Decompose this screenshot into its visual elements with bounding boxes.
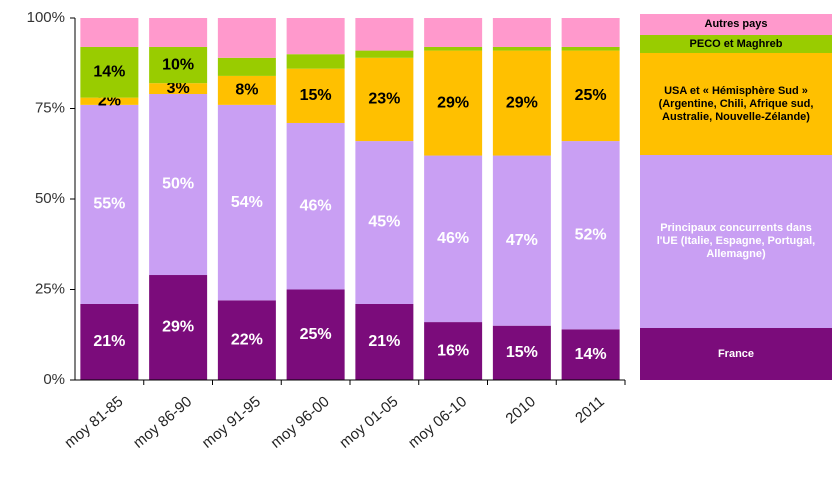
value-label: 10% (162, 56, 194, 73)
bar-segment (286, 289, 345, 380)
value-label: 15% (506, 344, 538, 361)
x-tick-label: moy 01-05 (336, 393, 401, 452)
y-tick-label: 75% (35, 99, 65, 116)
bar-segment (217, 104, 276, 301)
value-label: 52% (575, 226, 607, 243)
bar-segment (355, 57, 414, 142)
bar-segment (80, 18, 139, 47)
bar-segment (149, 275, 208, 380)
x-tick-label: moy 81-85 (61, 393, 126, 452)
value-label: 29% (437, 94, 469, 111)
value-label: 22% (231, 331, 263, 348)
bar-segment (424, 46, 483, 51)
value-label: 21% (368, 333, 400, 350)
bar-segment (149, 94, 208, 276)
legend-entry: PECO et Maghreb (640, 35, 832, 53)
value-label: 23% (368, 91, 400, 108)
bar-segment (492, 325, 551, 380)
value-label: 25% (575, 87, 607, 104)
x-tick-label: moy 06-10 (405, 393, 470, 452)
x-tick-label: 2010 (503, 393, 539, 427)
y-tick-label: 100% (27, 9, 65, 26)
bar-segment (561, 141, 620, 330)
bar-segment (217, 75, 276, 105)
y-tick-label: 0% (43, 371, 65, 388)
x-tick-label: 2011 (572, 393, 608, 427)
bar-segment (286, 122, 345, 290)
bar-segment (217, 57, 276, 76)
value-label: 8% (235, 82, 258, 99)
bar-segment (561, 18, 620, 47)
bar-segment (424, 322, 483, 380)
value-label: 15% (300, 87, 332, 104)
value-label: 46% (437, 230, 469, 247)
bar-segment (149, 83, 208, 95)
bar-segment (355, 303, 414, 380)
bar-segment (80, 97, 139, 105)
bar-segment (149, 46, 208, 84)
bar-segment (492, 46, 551, 51)
bar-segment (492, 50, 551, 156)
bar-segment (355, 18, 414, 51)
value-label: 45% (368, 214, 400, 231)
bar-segment (561, 46, 620, 51)
bar-segment (149, 18, 208, 47)
bar-segment (561, 329, 620, 380)
bar-segment (286, 68, 345, 123)
bar-segment (492, 18, 551, 47)
bar-segment (355, 50, 414, 58)
bar-segment (80, 46, 139, 98)
value-label: 14% (93, 64, 125, 81)
bar-segment (286, 54, 345, 69)
value-label: 29% (162, 319, 194, 336)
x-tick-label: moy 86-90 (130, 393, 195, 452)
bar-segment (492, 155, 551, 326)
x-tick-label: moy 91-95 (199, 393, 264, 452)
value-label: 21% (93, 333, 125, 350)
bar-segment (355, 141, 414, 304)
bar-segment (424, 155, 483, 323)
legend-entry: USA et « Hémisphère Sud » (Argentine, Ch… (640, 53, 832, 155)
legend-entry: Autres pays (640, 14, 832, 35)
value-label: 14% (575, 346, 607, 363)
bar-segment (561, 50, 620, 142)
value-label: 54% (231, 194, 263, 211)
y-tick-label: 50% (35, 190, 65, 207)
bar-segment (424, 18, 483, 47)
bar-segment (217, 18, 276, 58)
bar-segment (80, 104, 139, 304)
bar-segment (80, 303, 139, 380)
x-tick-label: moy 96-00 (268, 393, 333, 452)
bar-segment (286, 18, 345, 55)
y-tick-label: 25% (35, 280, 65, 297)
value-label: 3% (167, 80, 190, 97)
value-label: 46% (300, 197, 332, 214)
value-label: 55% (93, 196, 125, 213)
value-label: 16% (437, 342, 469, 359)
value-label: 25% (300, 326, 332, 343)
legend-entry: Principaux concurrents dans l'UE (Italie… (640, 155, 832, 328)
legend-entry: France (640, 328, 832, 380)
value-label: 29% (506, 94, 538, 111)
value-label: 47% (506, 232, 538, 249)
bar-segment (424, 50, 483, 156)
value-label: 50% (162, 176, 194, 193)
bar-segment (217, 300, 276, 380)
